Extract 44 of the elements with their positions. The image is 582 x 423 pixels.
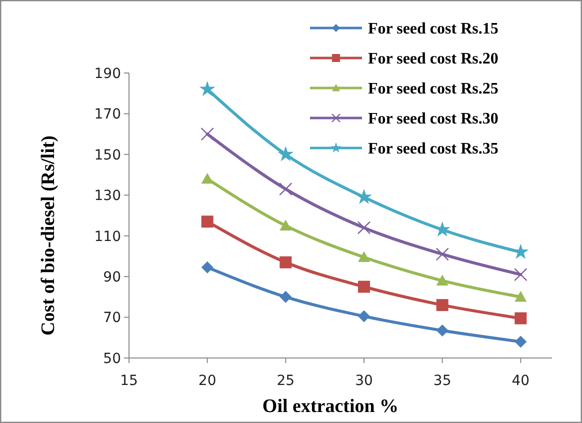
y-tick-label: 150 (94, 147, 121, 164)
point (200, 127, 214, 141)
point (356, 188, 372, 204)
legend-label: For seed cost Rs.25 (368, 80, 498, 98)
point (514, 312, 527, 324)
point (280, 290, 292, 303)
point (436, 274, 448, 286)
point (358, 280, 370, 293)
point (436, 324, 448, 337)
point (514, 336, 527, 348)
y-tick-label: 190 (94, 66, 121, 82)
x-tick-label: 25 (276, 373, 295, 389)
point (436, 299, 448, 312)
point (280, 256, 292, 268)
point (278, 146, 294, 162)
point (514, 290, 527, 302)
x-tick-label: 35 (433, 373, 452, 389)
point (358, 251, 370, 262)
point (201, 172, 214, 184)
x-tick-label: 40 (512, 373, 530, 389)
y-tick-label: 50 (103, 350, 121, 367)
point (436, 248, 449, 261)
x-tick-label: 30 (355, 373, 373, 389)
y-tick-label: 130 (94, 188, 121, 204)
y-tick-label: 110 (94, 228, 121, 245)
point (358, 310, 370, 322)
legend-label: For seed cost Rs.30 (368, 110, 498, 128)
y-tick-label: 170 (94, 106, 121, 123)
legend-label: For seed cost Rs.35 (368, 140, 498, 158)
y-tick-label: 70 (103, 310, 121, 326)
x-axis-title: Oil extraction % (262, 396, 399, 417)
point (279, 182, 292, 196)
y-axis-title: Cost of bio-diesel (Rs/lit) (38, 135, 59, 336)
point (514, 268, 528, 282)
point (357, 221, 371, 234)
point (201, 216, 214, 228)
point (201, 261, 214, 274)
x-tick-label: 20 (198, 373, 216, 389)
legend-label: For seed cost Rs.20 (368, 50, 498, 68)
y-tick-label: 90 (103, 269, 121, 286)
point (280, 220, 292, 230)
point (199, 80, 216, 96)
x-tick-label: 15 (120, 373, 138, 389)
legend-label: For seed cost Rs.15 (368, 20, 498, 38)
